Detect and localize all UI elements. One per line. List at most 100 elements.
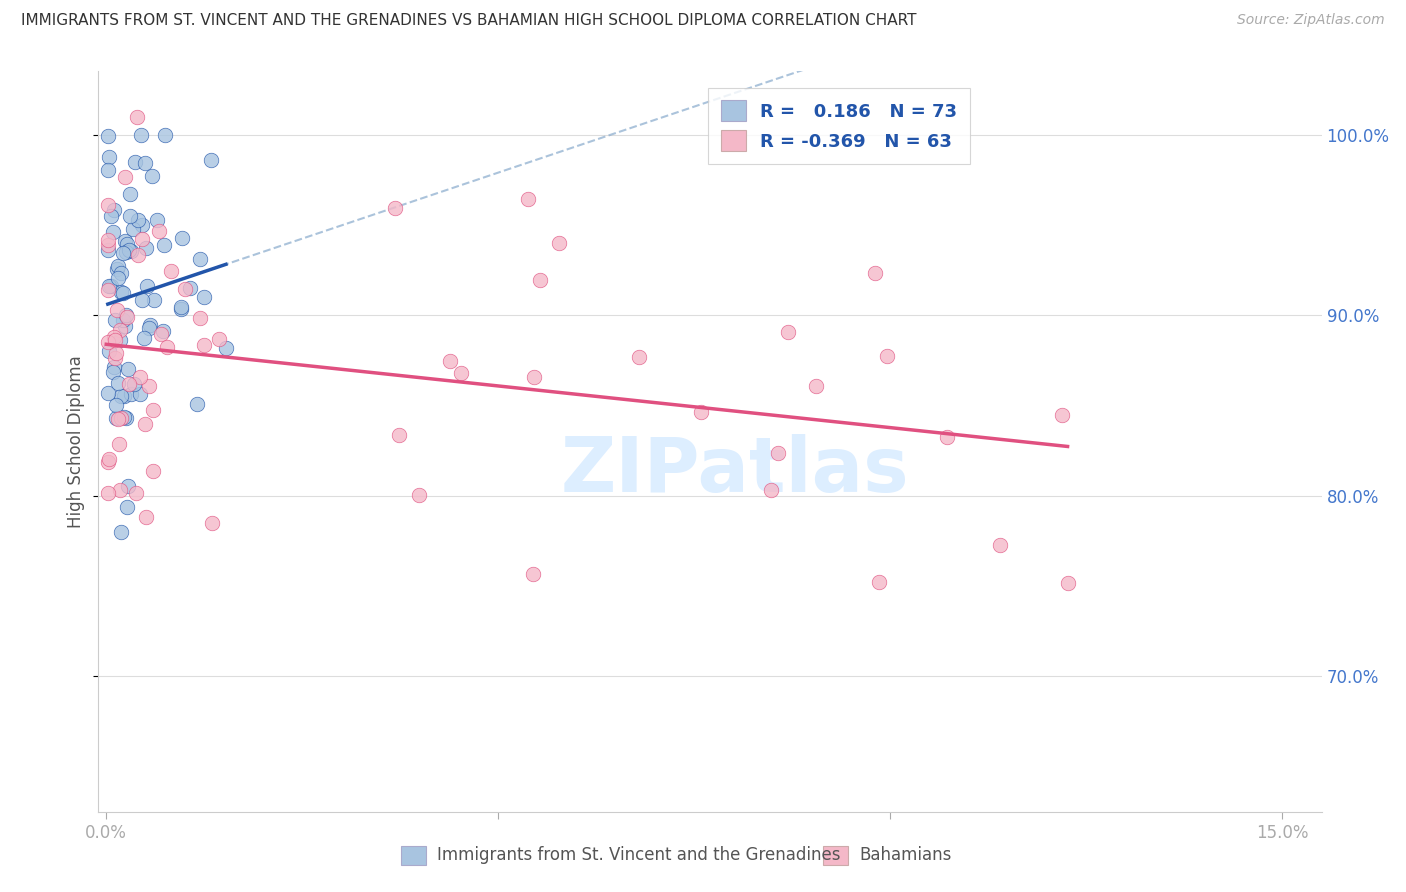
Point	[105, 261, 128, 276]
Point	[105, 303, 128, 318]
Point	[529, 272, 551, 286]
Point	[156, 340, 179, 354]
Point	[118, 186, 141, 201]
Point	[125, 485, 148, 500]
Point	[128, 370, 150, 384]
Point	[115, 410, 138, 425]
Point	[101, 365, 124, 379]
Point	[200, 153, 222, 167]
Point	[108, 323, 131, 337]
Point	[114, 235, 136, 249]
Point	[188, 311, 211, 326]
Legend: R =   0.186   N = 73, R = -0.369   N = 63: R = 0.186 N = 73, R = -0.369 N = 63	[709, 87, 970, 164]
Point	[97, 233, 120, 247]
Point	[115, 308, 138, 322]
Point	[132, 331, 155, 345]
Point	[110, 389, 132, 403]
Point	[110, 524, 132, 539]
Point	[107, 376, 129, 390]
Point	[523, 369, 546, 384]
Point	[439, 354, 461, 368]
Point	[522, 567, 544, 582]
Point	[97, 343, 120, 358]
Point	[179, 281, 201, 295]
Point	[804, 379, 827, 393]
Point	[516, 192, 538, 206]
Point	[138, 379, 160, 393]
Point	[215, 341, 238, 355]
Point	[98, 278, 121, 293]
Point	[111, 286, 134, 301]
Point	[153, 237, 176, 252]
Point	[149, 326, 172, 341]
Point	[108, 483, 131, 498]
Text: Source: ZipAtlas.com: Source: ZipAtlas.com	[1237, 13, 1385, 28]
Point	[141, 169, 163, 183]
Point	[208, 332, 231, 346]
Point	[97, 150, 120, 164]
Point	[142, 464, 165, 478]
Point	[120, 387, 142, 401]
Point	[142, 403, 165, 417]
Point	[115, 310, 138, 324]
Point	[193, 290, 215, 304]
Point	[1050, 408, 1073, 422]
Point	[384, 202, 406, 216]
Point	[547, 236, 569, 251]
Point	[103, 202, 125, 217]
Point	[105, 398, 128, 412]
Point	[117, 479, 139, 493]
Point	[97, 162, 120, 177]
Point	[170, 230, 193, 244]
Point	[122, 221, 145, 235]
Point	[193, 338, 215, 352]
Point	[134, 417, 156, 432]
Point	[103, 329, 125, 343]
Point	[114, 245, 136, 260]
Point	[142, 293, 165, 308]
Point	[129, 128, 152, 142]
Point	[408, 488, 430, 502]
Point	[114, 319, 136, 334]
Point	[127, 213, 149, 227]
Point	[387, 428, 409, 442]
Y-axis label: High School Diploma: High School Diploma	[67, 355, 86, 528]
Point	[152, 324, 174, 338]
Point	[128, 387, 150, 401]
Point	[131, 218, 153, 232]
Point	[97, 455, 120, 469]
Point	[188, 252, 211, 266]
Point	[117, 377, 139, 392]
Point	[112, 246, 135, 260]
Point	[104, 313, 127, 327]
Point	[103, 225, 125, 239]
Text: IMMIGRANTS FROM ST. VINCENT AND THE GRENADINES VS BAHAMIAN HIGH SCHOOL DIPLOMA C: IMMIGRANTS FROM ST. VINCENT AND THE GREN…	[21, 13, 917, 29]
Point	[170, 301, 193, 316]
Point	[100, 279, 122, 293]
Point	[201, 516, 224, 531]
Point	[776, 325, 799, 339]
Point	[148, 224, 170, 238]
Point	[118, 243, 141, 257]
Point	[936, 430, 959, 444]
Point	[112, 312, 135, 326]
Point	[988, 538, 1011, 552]
Point	[139, 318, 162, 332]
Point	[450, 366, 472, 380]
Point	[876, 349, 898, 363]
Point	[169, 300, 191, 314]
Point	[761, 483, 783, 497]
Point	[112, 389, 135, 403]
Point	[97, 485, 120, 500]
Point	[160, 264, 183, 278]
Text: ZIPatlas: ZIPatlas	[560, 434, 908, 508]
Point	[689, 405, 711, 419]
Point	[117, 236, 139, 251]
Point	[110, 267, 132, 281]
Point	[110, 411, 132, 425]
Point	[127, 110, 149, 124]
Point	[97, 238, 120, 252]
Point	[97, 243, 120, 257]
Point	[627, 350, 650, 364]
Point	[97, 198, 120, 212]
